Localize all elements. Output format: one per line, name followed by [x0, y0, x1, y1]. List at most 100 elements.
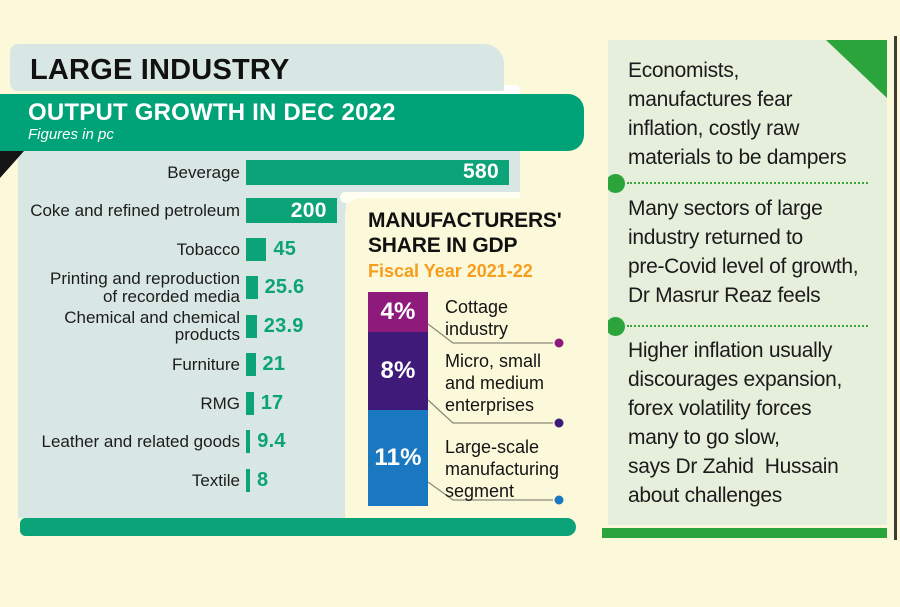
- bar-label-line: Beverage: [167, 162, 240, 182]
- sidebar-quote: Economists, manufactures fear inflation, c…: [628, 56, 847, 172]
- bar-value: 9.4: [257, 430, 286, 453]
- bar: [246, 276, 258, 300]
- quote-line: industry returned to: [628, 226, 803, 249]
- band-subtitle: Figures in pc: [28, 126, 114, 143]
- bar-value: 25.6: [264, 276, 305, 299]
- bar-row: Chemical and chemical products 23.9: [18, 307, 520, 346]
- bar-row: RMG 17: [18, 384, 520, 423]
- quote-line: says Dr Zahid Hussain: [628, 455, 839, 478]
- quote-line: discourages expansion,: [628, 368, 843, 391]
- bar: [246, 353, 256, 377]
- bar: [246, 391, 254, 415]
- quote-line: about challenges: [628, 484, 782, 507]
- divider-dot-icon: [608, 316, 625, 336]
- bar-label-line: Chemical and chemical: [64, 307, 240, 327]
- bar: 200: [246, 198, 337, 224]
- bar-label-line: Printing and reproduction: [50, 269, 240, 289]
- bar-label: Beverage: [18, 162, 240, 182]
- bar-label-line: of recorded media: [102, 286, 240, 306]
- bar-row: Furniture 21: [18, 346, 520, 385]
- gdp-title-line: SHARE IN GDP: [368, 234, 518, 257]
- bar-value: 580: [463, 160, 499, 184]
- quote-line: forex volatility forces: [628, 397, 812, 420]
- bar-row: Coke and refined petroleum 200: [18, 192, 520, 231]
- header-card: [10, 44, 504, 91]
- gdp-label-line: manufacturing: [445, 459, 560, 479]
- quote-line: Higher inflation usually: [628, 339, 833, 362]
- gdp-segment: 8%: [368, 332, 428, 410]
- gdp-share-card: MANUFACTURERS' SHARE IN GDP Fiscal Year 2…: [345, 198, 598, 540]
- sidebar-bottom-stripe: [602, 528, 887, 538]
- bar-label-line: Furniture: [171, 355, 240, 374]
- quote-line: materials to be dampers: [628, 146, 847, 169]
- output-growth-rows: Beverage 580 Coke and refined petroleum 200…: [18, 153, 520, 500]
- gdp-segment-value: 11%: [374, 444, 422, 471]
- gdp-label-line: industry: [445, 319, 509, 339]
- page-title: LARGE INDUSTRY: [30, 54, 290, 86]
- bar-label-line: Textile: [191, 470, 240, 490]
- gdp-label-line: segment: [445, 481, 515, 501]
- bar-row: Tobacco 45: [18, 230, 520, 269]
- bar: [246, 430, 251, 454]
- sidebar-quote: Many sectors of large industry returned t…: [628, 194, 859, 310]
- quote-line: manufactures fear: [628, 88, 793, 111]
- gdp-segment: 11%: [368, 410, 428, 506]
- bar-label-line: Coke and refined petroleum: [30, 201, 240, 220]
- bar-label: Tobacco: [18, 239, 240, 259]
- divider-dotted-line: [627, 325, 868, 327]
- bar-row: Beverage 580: [18, 153, 520, 192]
- gdp-segment-label: Micro, small and medium enterprises: [445, 350, 544, 416]
- band-title: OUTPUT GROWTH IN DEC 2022: [28, 99, 396, 126]
- leader-dot-icon: [554, 338, 564, 348]
- page-edge-line: [894, 36, 897, 540]
- bar-value: 45: [273, 237, 297, 260]
- bar-label: Leather and related goods: [18, 432, 241, 451]
- quote-divider: [608, 173, 880, 193]
- bar-row: Printing and reproduction of recorded med…: [18, 269, 520, 308]
- bar: [246, 314, 257, 338]
- bar-label-line: products: [174, 325, 240, 345]
- bar: 580: [246, 159, 509, 185]
- bar: [246, 468, 250, 492]
- gdp-title: MANUFACTURERS' SHARE IN GDP: [368, 208, 562, 258]
- bar-label-line: Tobacco: [176, 239, 240, 259]
- bar-row: Textile 8: [18, 461, 520, 500]
- bar-label: Furniture: [18, 356, 240, 374]
- bar-row: Leather and related goods 9.4: [18, 423, 520, 462]
- gdp-stacked-column: 4% 8% 11%: [368, 292, 428, 506]
- sidebar: Economists, manufactures fear inflation, c…: [608, 40, 887, 525]
- bar-label: RMG: [18, 394, 240, 413]
- gdp-label-line: Micro, small: [445, 351, 542, 371]
- gdp-subtitle: Fiscal Year 2021-22: [368, 261, 533, 281]
- bar-value: 23.9: [263, 314, 304, 337]
- quote-line: Dr Masrur Reaz feels: [628, 284, 821, 307]
- bar-label: Coke and refined petroleum: [18, 202, 240, 220]
- gdp-segment: 4%: [368, 292, 428, 332]
- bar-value: 21: [262, 353, 286, 376]
- gdp-label-line: enterprises: [445, 395, 535, 415]
- bottom-stripe: [20, 518, 576, 536]
- bar-label: Textile: [18, 470, 240, 490]
- bar-value: 8: [257, 468, 269, 491]
- divider-dotted-line: [627, 182, 868, 184]
- gdp-segment-value: 8%: [380, 357, 416, 384]
- bar: [246, 237, 267, 261]
- bar-value: 200: [290, 198, 327, 222]
- leader-dot-icon: [554, 418, 564, 428]
- gdp-label-line: Large-scale: [445, 437, 540, 457]
- bar-label: Chemical and chemical products: [18, 309, 240, 344]
- divider-dot-icon: [608, 173, 625, 193]
- gdp-card-shadow: [340, 192, 520, 203]
- bar-value: 17: [260, 391, 284, 414]
- quote-divider: [608, 316, 880, 336]
- gdp-segment-label: Large-scale manufacturing segment: [445, 436, 559, 502]
- bar-label: Printing and reproduction of recorded med…: [18, 270, 240, 305]
- gdp-label-line: Cottage: [445, 297, 509, 317]
- output-growth-band: OUTPUT GROWTH IN DEC 2022 Figures in pc: [0, 94, 584, 151]
- gdp-segment-label: Cottage industry: [445, 296, 508, 340]
- bar-label-line: Leather and related goods: [41, 432, 241, 451]
- gdp-title-line: MANUFACTURERS': [368, 209, 562, 232]
- gdp-segment-value: 4%: [380, 298, 416, 325]
- gdp-label-line: and medium: [445, 373, 545, 393]
